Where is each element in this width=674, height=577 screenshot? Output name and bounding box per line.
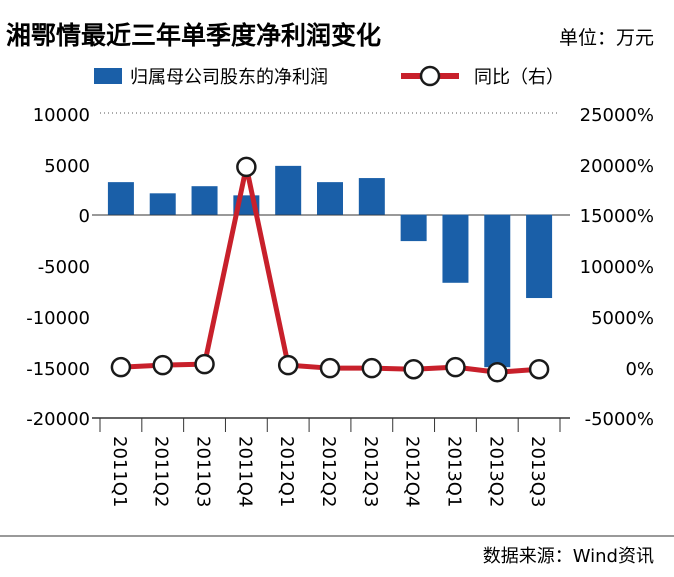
right-tick-label: 10000% xyxy=(580,257,654,278)
left-tick-label: 10000 xyxy=(33,105,90,126)
bar-2011Q1 xyxy=(107,182,134,215)
bar-2012Q3 xyxy=(358,178,385,215)
right-tick-label: 25000% xyxy=(580,105,654,126)
left-tick-label: 0 xyxy=(79,206,90,227)
x-tick-label: 2011Q3 xyxy=(193,436,214,507)
right-tick-label: 20000% xyxy=(580,156,654,177)
legend-line-label: 同比（右） xyxy=(474,67,564,88)
yoy-markers xyxy=(110,156,550,383)
x-axis: 2011Q1 2011Q2 2011Q3 2011Q4 2012Q1 2012Q2 2012… xyxy=(109,436,548,507)
x-tick-label: 2012Q3 xyxy=(360,436,381,507)
x-tick-label: 2013Q2 xyxy=(485,436,506,507)
left-tick-label: -20000 xyxy=(26,409,90,430)
left-tick-label: -15000 xyxy=(26,359,90,380)
left-tick-label: -5000 xyxy=(38,257,90,278)
bar-2011Q3 xyxy=(191,186,218,215)
chart-title: 湘鄂情最近三年单季度净利润变化 xyxy=(6,21,381,50)
yoy-point-2011Q3 xyxy=(194,353,215,375)
bar-series xyxy=(107,165,553,368)
right-tick-label: -5000% xyxy=(585,409,654,430)
yoy-point-2011Q2 xyxy=(152,354,173,376)
yoy-point-2013Q3 xyxy=(528,358,550,380)
yoy-point-2013Q2 xyxy=(487,362,508,383)
unit-label: 单位：万元 xyxy=(559,27,654,49)
bar-2013Q1 xyxy=(442,214,469,283)
bar-2012Q1 xyxy=(275,165,302,215)
right-tick-label: 5000% xyxy=(591,308,654,329)
x-tick-label: 2012Q4 xyxy=(402,436,423,507)
yoy-point-2013Q1 xyxy=(445,356,466,378)
legend-bar-swatch xyxy=(94,68,122,84)
yoy-point-2012Q3 xyxy=(361,357,383,379)
legend-bar-label: 归属母公司股东的净利润 xyxy=(130,67,328,88)
legend-line-marker xyxy=(419,65,441,87)
bar-2012Q4 xyxy=(400,214,427,242)
x-tick-label: 2012Q2 xyxy=(318,436,339,507)
yoy-point-2012Q2 xyxy=(319,357,341,379)
bar-2013Q3 xyxy=(526,214,553,299)
left-axis: 10000 5000 0 -5000 -10000 -15000 -20000 xyxy=(26,105,90,430)
x-tick-label: 2011Q2 xyxy=(151,436,172,507)
x-tick-label: 2012Q1 xyxy=(276,436,297,507)
bar-2011Q2 xyxy=(149,193,176,215)
yoy-point-2011Q1 xyxy=(110,356,132,378)
right-axis: 25000% 20000% 15000% 10000% 5000% 0% -50… xyxy=(580,105,654,430)
source-label: 数据来源：Wind资讯 xyxy=(483,546,654,567)
category-separators xyxy=(99,418,561,432)
yoy-point-2011Q4 xyxy=(236,156,257,178)
bar-2012Q2 xyxy=(317,182,343,215)
right-tick-label: 15000% xyxy=(580,206,654,227)
left-tick-label: -10000 xyxy=(26,308,90,329)
right-tick-label: 0% xyxy=(625,359,654,380)
yoy-point-2012Q1 xyxy=(277,354,299,376)
x-tick-label: 2011Q1 xyxy=(109,436,130,507)
bar-2013Q2 xyxy=(484,214,511,368)
x-tick-label: 2013Q3 xyxy=(527,436,548,507)
x-tick-label: 2011Q4 xyxy=(234,436,255,507)
x-tick-label: 2013Q1 xyxy=(443,436,464,507)
left-tick-label: 5000 xyxy=(44,156,90,177)
yoy-point-2012Q4 xyxy=(403,358,424,380)
